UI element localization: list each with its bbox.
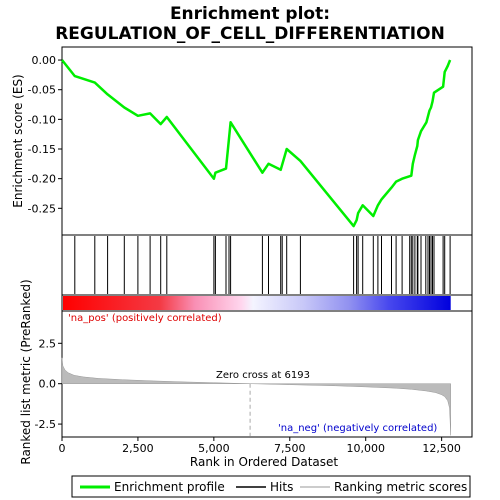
es-y-tick-label: -0.05: [28, 84, 56, 97]
es-y-tick-label: -0.15: [28, 143, 56, 156]
legend-box: [71, 475, 471, 498]
x-axis-label: Rank in Ordered Dataset: [190, 455, 338, 469]
zero-cross-label: Zero cross at 6193: [216, 370, 310, 381]
x-tick-label: 12,500: [422, 442, 461, 455]
hits-panel-frame: [61, 234, 473, 296]
x-tick-label: 10,000: [346, 442, 385, 455]
x-tick-label: 5,000: [198, 442, 230, 455]
metric-y-ticks: 2.5 0.0 -2.5: [35, 337, 62, 431]
es-y-tick-label: -0.10: [28, 113, 56, 126]
metric-y-tick-label: 0.0: [39, 378, 57, 391]
x-tick-label: 7,500: [274, 442, 306, 455]
legend-enrichment-label: Enrichment profile: [114, 480, 225, 494]
es-y-tick-label: 0.00: [32, 54, 57, 67]
hit-marks: [74, 236, 451, 294]
metric-x-ticks: 0 2,500 5,000 7,500 10,000 12,500: [59, 437, 461, 455]
metric-y-tick-label: 2.5: [39, 337, 57, 350]
es-panel-frame: [61, 46, 473, 236]
es-y-axis-label: Enrichment score (ES): [11, 74, 25, 207]
legend-hits-label: Hits: [270, 480, 293, 494]
metric-y-tick-label: -2.5: [35, 418, 56, 431]
es-y-tick-label: -0.25: [28, 202, 56, 215]
metric-y-axis-label: Ranked list metric (PreRanked): [19, 279, 33, 464]
rank-color-gradient: [63, 296, 451, 310]
positive-correlation-label: 'na_pos' (positively correlated): [68, 313, 222, 324]
metric-panel-frame: [61, 310, 473, 438]
es-y-ticks: 0.00 -0.05 -0.10 -0.15 -0.20 -0.25: [28, 54, 62, 215]
es-y-tick-label: -0.20: [28, 173, 56, 186]
x-tick-label: 2,500: [122, 442, 154, 455]
ranking-metric-area: [61, 357, 451, 436]
x-tick-label: 0: [59, 442, 66, 455]
chart-title-line1: Enrichment plot:: [170, 4, 330, 24]
enrichment-profile-line: [61, 59, 452, 228]
legend-metric-label: Ranking metric scores: [334, 480, 467, 494]
negative-correlation-label: 'na_neg' (negatively correlated): [278, 423, 437, 434]
chart-title-line2: REGULATION_OF_CELL_DIFFERENTIATION: [55, 24, 445, 44]
